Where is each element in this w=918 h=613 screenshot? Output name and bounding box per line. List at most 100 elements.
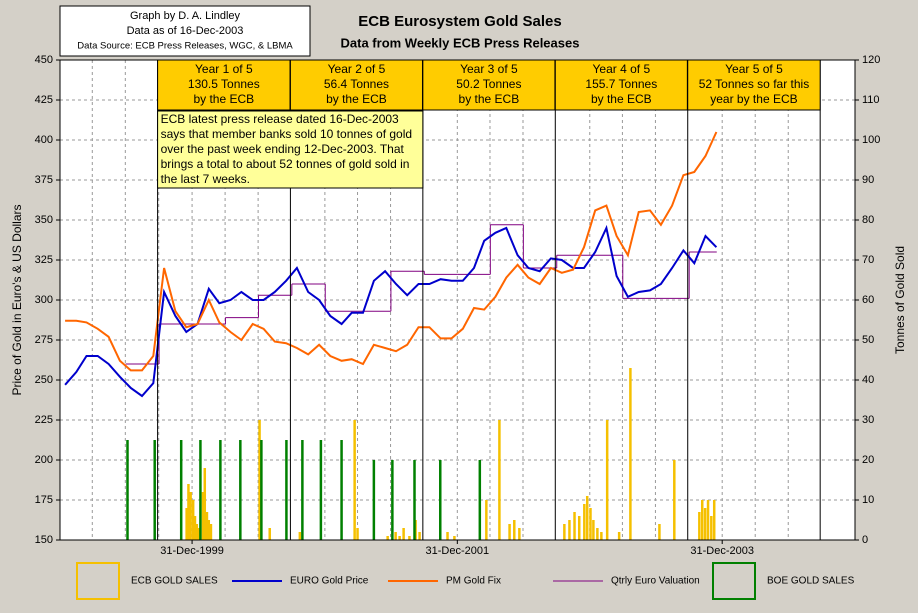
y2-axis-label: Tonnes of Gold Sold [893,246,907,354]
bar [589,508,592,540]
legend-swatch [712,562,756,600]
bar [498,420,501,540]
period-label: by the ECB [326,92,387,106]
bar [418,532,421,540]
y2-tick-label: 10 [862,494,874,506]
bar [508,524,511,540]
period-label: Year 5 of 5 [725,62,783,76]
bar [185,508,188,540]
annotation-line: over the past week ending 12-Dec-2003. T… [161,142,405,156]
period-box [157,59,291,111]
bar [402,528,405,540]
legend-label: BOE GOLD SALES [767,576,855,587]
y-tick-label: 350 [35,214,53,226]
plot-frame [59,59,856,541]
bar [600,532,603,540]
bar [340,440,343,540]
bar [195,524,199,540]
y2-tick-label: 100 [862,134,880,146]
bar [285,440,288,540]
period-box [687,59,821,111]
annotation-line: the last 7 weeks. [161,172,250,186]
bar [568,520,571,540]
period-label: 56.4 Tonnes [324,77,389,91]
period-label: by the ECB [459,92,520,106]
annotation-box [157,110,424,189]
bar [700,500,704,540]
bar [239,440,242,540]
bar [446,532,449,540]
bar [706,500,710,540]
bar [199,440,202,540]
legend-label: EURO Gold Price [290,576,369,587]
bar [577,516,581,540]
bar [193,516,197,540]
bar [673,460,676,540]
y2-tick-label: 60 [862,294,874,306]
bar [658,524,661,540]
period-label: 130.5 Tonnes [188,77,260,91]
y2-tick-label: 110 [862,94,880,106]
y-tick-label: 325 [35,254,53,266]
bar [126,440,129,540]
bar [698,512,701,540]
info-line: Data Source: ECB Press Releases, WGC, & … [77,41,293,52]
y2-tick-label: 90 [862,174,874,186]
y-axis-label: Price of Gold in Euro's & US Dollars [10,204,24,395]
y2-tick-label: 0 [862,534,868,546]
annotation-line: brings a total to about 52 tonnes of gol… [161,157,410,171]
bar [201,492,205,540]
y2-tick-label: 80 [862,214,874,226]
bar [394,532,397,540]
bar [592,520,595,540]
period-label: 155.7 Tonnes [585,77,657,91]
period-box [422,59,556,111]
y2-tick-label: 20 [862,454,874,466]
y2-tick-label: 50 [862,334,874,346]
y2-tick-label: 40 [862,374,874,386]
bar [596,528,599,540]
bar [268,528,271,540]
bar [260,440,263,540]
bar [356,528,359,540]
y2-tick-label: 120 [862,54,880,66]
bar [319,440,323,540]
bar [408,536,411,540]
line [64,224,718,398]
legend-swatch [76,562,120,600]
bar [258,420,261,540]
y-tick-label: 250 [35,374,53,386]
y-tick-label: 425 [35,94,53,106]
y-tick-label: 175 [35,494,53,506]
y-tick-label: 400 [35,134,53,146]
info-line: Graph by D. A. Lindley [130,10,241,22]
info-line: Data as of 16-Dec-2003 [127,25,244,37]
bar [386,536,389,540]
bar [712,500,716,540]
bar [513,520,516,540]
chart-title: ECB Eurosystem Gold Sales [358,13,561,30]
bar [153,440,156,540]
bar [703,508,707,540]
bar [478,460,482,540]
legend-label: Qtrly Euro Valuation [611,576,700,587]
y-tick-label: 150 [35,534,53,546]
bar [209,524,213,540]
bar [413,460,416,540]
bar [197,528,201,540]
bar [391,460,394,540]
y2-tick-label: 30 [862,414,874,426]
annotation-line: says that member banks sold 10 tonnes of… [161,127,412,141]
period-label: Year 1 of 5 [195,62,253,76]
bar [629,368,632,540]
bar [353,420,356,540]
period-box [289,59,423,111]
bar [563,524,566,540]
bar [219,440,222,540]
x-tick-label: 31-Dec-2001 [426,545,490,557]
bar [189,492,192,540]
bar [207,520,211,540]
bar [573,512,576,540]
bar [372,460,376,540]
